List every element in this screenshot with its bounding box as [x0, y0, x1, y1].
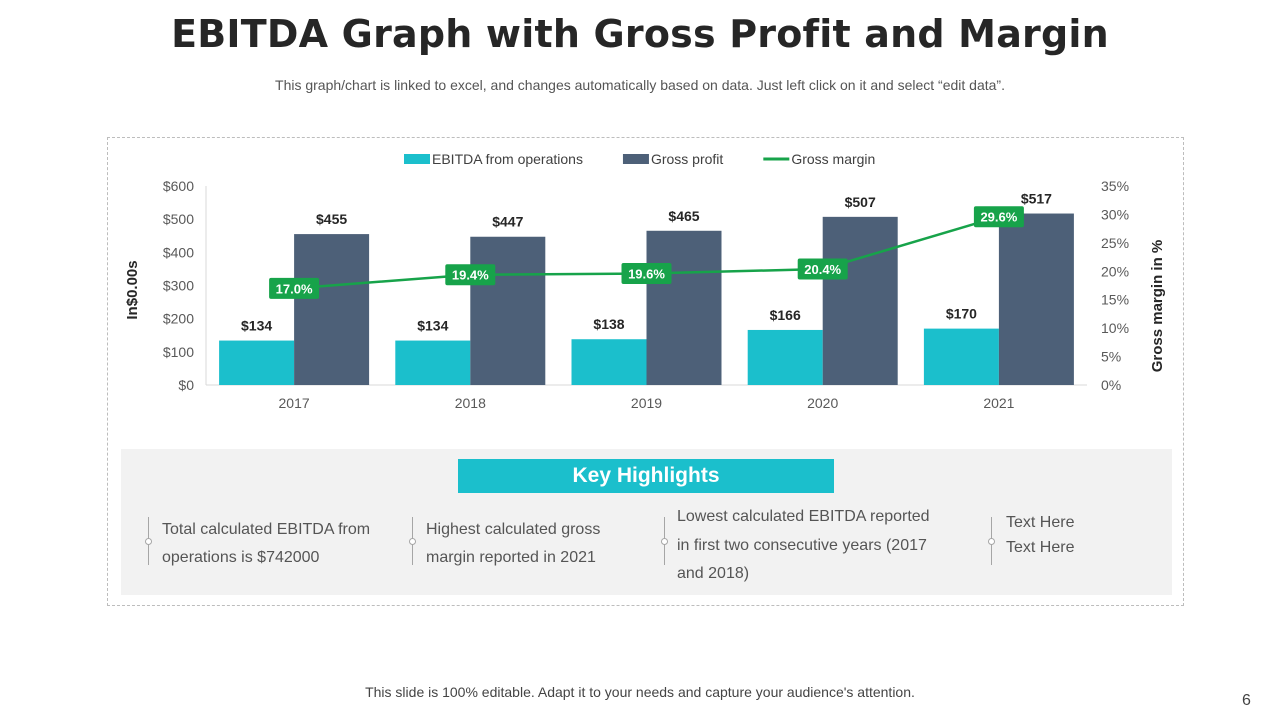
- y2-axis-title: Gross margin in %: [1149, 240, 1166, 373]
- x-tick-label: 2020: [807, 395, 838, 411]
- x-tick-label: 2019: [631, 395, 662, 411]
- highlight-line: Total calculated EBITDA from: [162, 521, 371, 538]
- highlight-item-4: Text Here Text Here: [1006, 510, 1074, 560]
- bar-data-label: $134: [241, 318, 272, 334]
- margin-data-label: 19.6%: [628, 267, 665, 282]
- combo-chart[interactable]: $0 $100 $200 $300 $400 $500 $600 0% 5% 10% 15% 20% 2…: [0, 0, 1280, 450]
- x-tick-label: 2018: [455, 395, 486, 411]
- bar-ebitda: [747, 329, 823, 385]
- margin-data-label: 17.0%: [276, 281, 313, 296]
- bar-gross-profit: [646, 230, 722, 385]
- x-tick-label: 2021: [983, 395, 1014, 411]
- margin-data-label: 20.4%: [804, 262, 841, 277]
- bar-gross-profit: [822, 216, 898, 385]
- y2-tick-label: 25%: [1101, 235, 1129, 251]
- y2-tick-label: 30%: [1101, 206, 1129, 222]
- key-highlights-title: Key Highlights: [458, 459, 834, 493]
- bar-data-label: $134: [417, 318, 448, 334]
- bar-data-label: $447: [492, 214, 523, 230]
- bar-ebitda: [395, 340, 471, 385]
- highlight-item-2: Highest calculated gross margin reported…: [426, 516, 600, 572]
- y-tick-label: $300: [163, 278, 194, 294]
- highlight-line: Highest calculated gross: [426, 521, 601, 538]
- y-axis-title: In$0.00s: [124, 260, 141, 319]
- y-tick-label: $200: [163, 311, 194, 327]
- page-number: 6: [1242, 692, 1251, 709]
- bar-ebitda: [219, 340, 295, 385]
- bar-gross-profit: [998, 213, 1074, 385]
- bar-ebitda: [571, 339, 647, 385]
- bar-ebitda: [923, 328, 999, 385]
- highlight-line: Lowest calculated EBITDA reported: [677, 508, 930, 525]
- legend-swatch: [404, 154, 430, 164]
- legend-label: Gross margin: [791, 151, 875, 167]
- y2-tick-label: 10%: [1101, 320, 1129, 336]
- highlight-bullet-icon: [661, 538, 668, 545]
- y-tick-label: $500: [163, 211, 194, 227]
- highlight-line: margin reported in 2021: [426, 549, 596, 566]
- bar-gross-profit: [294, 234, 370, 385]
- highlight-bullet-icon: [409, 538, 416, 545]
- y2-tick-label: 20%: [1101, 263, 1129, 279]
- highlight-line: Text Here: [1006, 514, 1075, 531]
- highlight-item-3: Lowest calculated EBITDA reported in fir…: [677, 503, 930, 589]
- y2-tick-label: 35%: [1101, 178, 1129, 194]
- bar-gross-profit: [470, 236, 546, 385]
- highlight-line: Text Here: [1006, 539, 1075, 556]
- key-highlights-panel: Key Highlights Total calculated EBITDA f…: [121, 449, 1172, 595]
- margin-data-label: 19.4%: [452, 268, 489, 283]
- y-tick-label: $600: [163, 178, 194, 194]
- margin-label-box: [621, 263, 672, 285]
- bar-data-label: $455: [316, 211, 347, 227]
- bar-data-label: $465: [668, 208, 699, 224]
- bar-data-label: $507: [845, 194, 876, 210]
- chart-frame: [107, 137, 1184, 606]
- highlight-bullet-icon: [145, 538, 152, 545]
- bar-data-label: $138: [593, 316, 624, 332]
- margin-label-box: [973, 206, 1024, 228]
- highlight-line: operations is $742000: [162, 549, 320, 566]
- highlight-line: and 2018): [677, 565, 750, 582]
- y2-tick-label: 5%: [1101, 349, 1121, 365]
- slide-subtitle: This graph/chart is linked to excel, and…: [275, 77, 1005, 93]
- x-tick-label: 2017: [279, 395, 310, 411]
- y2-tick-label: 0%: [1101, 377, 1121, 393]
- slide-title: EBITDA Graph with Gross Profit and Margi…: [171, 12, 1109, 56]
- margin-label-box: [797, 258, 848, 280]
- legend-swatch: [622, 154, 649, 164]
- margin-label-box: [445, 264, 496, 286]
- y-tick-label: $0: [178, 377, 194, 393]
- margin-data-label: 29.6%: [980, 210, 1017, 225]
- y-tick-label: $400: [163, 244, 194, 260]
- margin-label-box: [269, 277, 320, 299]
- y2-tick-label: 15%: [1101, 292, 1129, 308]
- bar-data-label: $517: [1021, 191, 1052, 207]
- legend-label: EBITDA from operations: [432, 151, 583, 167]
- highlight-line: in first two consecutive years (2017: [677, 536, 927, 554]
- legend-label: Gross profit: [651, 151, 723, 167]
- y-tick-label: $100: [163, 344, 194, 360]
- footer-note: This slide is 100% editable. Adapt it to…: [365, 684, 915, 700]
- bar-data-label: $166: [770, 307, 801, 323]
- highlight-bullet-icon: [988, 538, 995, 545]
- bar-data-label: $170: [946, 306, 977, 322]
- highlight-item-1: Total calculated EBITDA from operations …: [162, 516, 370, 572]
